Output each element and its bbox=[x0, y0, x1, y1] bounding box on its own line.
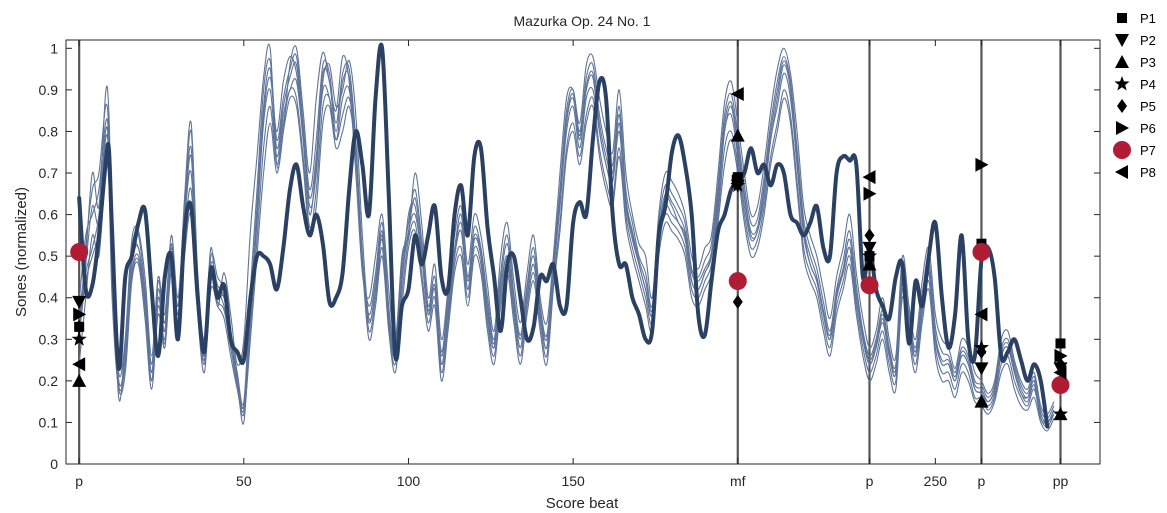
marker-p6 bbox=[731, 174, 745, 189]
legend-label: P1 bbox=[1140, 11, 1156, 26]
x-tick-label: 150 bbox=[561, 473, 585, 489]
legend-label: P3 bbox=[1140, 55, 1156, 70]
y-tick-label: 0 bbox=[50, 456, 58, 472]
marker-p7 bbox=[728, 272, 747, 291]
marker-p3 bbox=[730, 128, 745, 142]
x-tick-label: p bbox=[978, 473, 986, 489]
x-axis-title: Score beat bbox=[546, 495, 619, 512]
series-line-highlight bbox=[77, 42, 1050, 429]
marker-p7 bbox=[1051, 376, 1070, 395]
marker-p7 bbox=[972, 243, 991, 261]
marker-p8 bbox=[974, 307, 988, 322]
legend-marker-p1 bbox=[1117, 13, 1127, 23]
legend: P1 P2 P3 P4 P5 P6 P7 P8 bbox=[1113, 11, 1156, 180]
y-tick-label: 0.6 bbox=[39, 207, 59, 223]
series-line-thin bbox=[78, 95, 1055, 432]
x-tick-label: p bbox=[75, 473, 83, 489]
legend-marker-p2 bbox=[1115, 34, 1129, 47]
legend-label: P2 bbox=[1140, 33, 1156, 48]
x-tick-label: pp bbox=[1053, 473, 1069, 489]
marker-p2 bbox=[974, 362, 989, 376]
x-tick-label: mf bbox=[730, 473, 746, 489]
marker-p6 bbox=[975, 157, 989, 172]
marker-p2 bbox=[72, 295, 87, 309]
legend-label: P4 bbox=[1140, 77, 1156, 92]
marker-p4 bbox=[1052, 406, 1069, 421]
marker-p5 bbox=[732, 294, 743, 309]
legend-label: P6 bbox=[1140, 121, 1156, 136]
y-tick-label: 0.9 bbox=[39, 82, 59, 98]
legend-marker-p8 bbox=[1115, 165, 1128, 179]
axes-box bbox=[65, 39, 1101, 465]
y-tick-label: 0.2 bbox=[39, 373, 59, 389]
y-tick-label: 1 bbox=[50, 40, 58, 56]
marker-p3 bbox=[72, 373, 87, 387]
marker-p8 bbox=[730, 87, 744, 102]
legend-marker-p5 bbox=[1117, 99, 1127, 113]
plot-area: 0 0.1 0.2 0.3 0.4 0.5 0.6 0.7 0.8 0.9 1 p 50 100 150 mf… bbox=[39, 39, 1101, 489]
marker-p5 bbox=[976, 344, 987, 359]
legend-marker-p3 bbox=[1115, 55, 1129, 68]
marker-p6 bbox=[863, 186, 877, 201]
y-tick-label: 0.8 bbox=[39, 123, 59, 139]
legend-marker-p4 bbox=[1114, 76, 1130, 91]
legend-label: P8 bbox=[1140, 165, 1156, 180]
marker-p5 bbox=[864, 228, 875, 243]
legend-label: P7 bbox=[1140, 143, 1156, 158]
marker-p5 bbox=[74, 319, 85, 334]
marker-p3 bbox=[974, 394, 989, 408]
marker-p1 bbox=[1055, 338, 1066, 349]
legend-marker-p7 bbox=[1113, 141, 1131, 159]
y-axis-title: Sones (normalized) bbox=[13, 187, 30, 317]
marker-p8 bbox=[862, 170, 876, 185]
marker-p1 bbox=[732, 172, 743, 183]
legend-marker-p6 bbox=[1116, 121, 1129, 135]
marker-p4 bbox=[71, 331, 87, 346]
marker-p6 bbox=[1054, 348, 1068, 363]
marker-p3 bbox=[862, 257, 877, 271]
x-tick-label: p bbox=[866, 473, 874, 489]
marker-p8 bbox=[72, 357, 86, 372]
marker-p7 bbox=[70, 243, 89, 261]
x-tick-label: 250 bbox=[924, 473, 948, 489]
marker-p7 bbox=[860, 276, 879, 295]
y-tick-label: 0.7 bbox=[39, 165, 59, 181]
marker-p8 bbox=[1053, 365, 1067, 380]
chart-title: Mazurka Op. 24 No. 1 bbox=[514, 13, 651, 29]
x-tick-label: 100 bbox=[397, 473, 421, 489]
y-tick-label: 0.3 bbox=[39, 331, 59, 347]
legend-label: P5 bbox=[1140, 99, 1156, 114]
marker-p4 bbox=[861, 248, 878, 263]
y-tick-label: 0.1 bbox=[39, 414, 59, 430]
y-tick-label: 0.5 bbox=[39, 248, 59, 264]
marker-p6 bbox=[73, 307, 87, 322]
y-tick-label: 0.4 bbox=[39, 290, 59, 306]
x-tick-label: 50 bbox=[236, 473, 252, 489]
